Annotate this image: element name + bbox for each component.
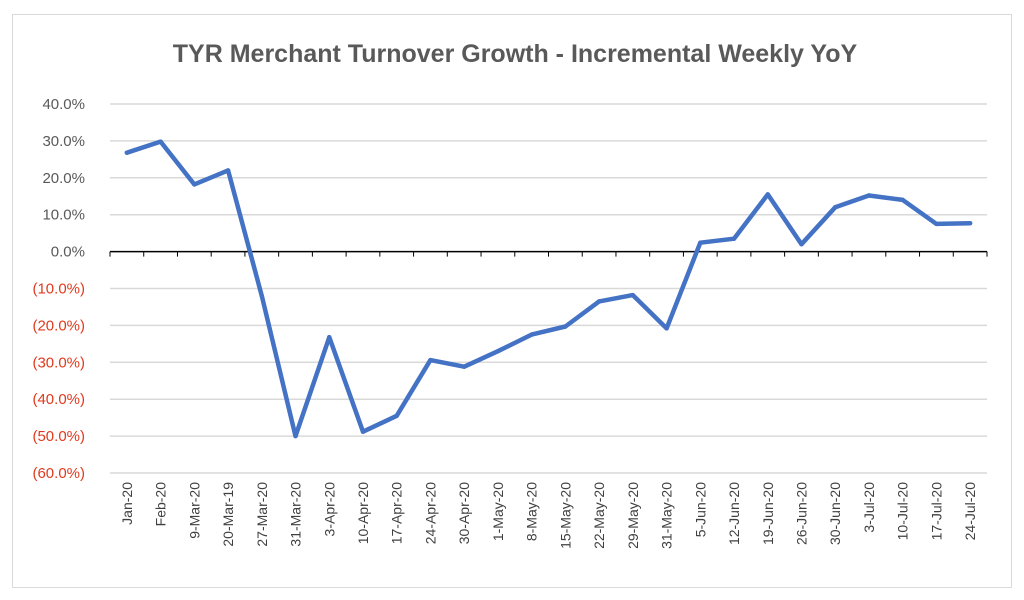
data-point <box>124 150 130 155</box>
x-tick-label: 17-Apr-20 <box>389 482 405 544</box>
data-point <box>192 182 197 187</box>
x-tick-label: 1-May-20 <box>490 482 506 541</box>
y-tick-label: (10.0%) <box>32 281 85 298</box>
x-tick-label: 27-Mar-20 <box>254 482 270 547</box>
y-tick-label: 0.0% <box>51 244 85 261</box>
data-point <box>967 220 973 226</box>
data-point <box>529 332 534 337</box>
x-tick-label: 31-May-20 <box>659 482 675 549</box>
data-point <box>495 349 501 354</box>
data-point <box>731 236 737 241</box>
x-tick-label: 17-Jul-20 <box>928 482 944 541</box>
x-tick-label: 3-Apr-20 <box>321 482 337 537</box>
gridlines <box>110 103 987 474</box>
x-axis <box>109 250 988 257</box>
data-point <box>765 192 770 197</box>
x-tick-label: 3-Jul-20 <box>861 482 877 533</box>
data-point <box>327 335 332 340</box>
y-tick-label: (20.0%) <box>32 317 85 334</box>
x-tick-label: 9-Mar-20 <box>186 482 202 539</box>
chart-title: TYR Merchant Turnover Growth - Increment… <box>173 40 858 68</box>
data-point <box>900 197 905 203</box>
x-tick-label: 20-Mar-19 <box>220 482 236 547</box>
data-point <box>259 293 264 299</box>
x-tick-label: Feb-20 <box>153 482 169 527</box>
x-axis-ticks: Jan-20 Feb-20 9-Mar-20 20-Mar-19 27-Mar-20 31… <box>119 482 978 549</box>
x-tick-label: 30-Jun-20 <box>827 482 843 545</box>
data-point <box>461 364 467 369</box>
y-tick-label: (30.0%) <box>32 354 85 371</box>
data-point <box>158 139 163 144</box>
x-tick-label: Jan-20 <box>119 482 135 525</box>
x-tick-label: 24-Apr-20 <box>422 482 438 544</box>
data-point <box>833 205 838 210</box>
data-point <box>596 299 602 304</box>
chart-frame <box>12 14 1012 588</box>
data-point <box>225 168 231 173</box>
data-point <box>428 357 433 363</box>
x-tick-label: 22-May-20 <box>591 482 607 549</box>
x-tick-label: 30-Apr-20 <box>456 482 472 544</box>
series-line <box>124 139 973 439</box>
y-tick-label: 10.0% <box>42 207 85 224</box>
data-point <box>563 324 568 329</box>
y-tick-label: 40.0% <box>42 96 85 113</box>
series-turnover-growth <box>124 139 973 439</box>
y-tick-label: (50.0%) <box>32 428 85 445</box>
x-tick-label: 26-Jun-20 <box>793 482 809 545</box>
y-tick-label: (60.0%) <box>32 465 85 482</box>
x-tick-label: 29-May-20 <box>625 482 641 549</box>
x-tick-label: 15-May-20 <box>557 482 573 549</box>
x-tick-label: 8-May-20 <box>524 482 540 541</box>
data-point <box>866 193 872 198</box>
data-point <box>799 242 804 247</box>
x-tick-label: 5-Jun-20 <box>692 482 708 537</box>
x-tick-label: 10-Apr-20 <box>355 482 371 544</box>
data-point <box>934 221 939 227</box>
data-point <box>293 433 298 439</box>
y-axis-ticks: 40.0% 30.0% 20.0% 10.0% 0.0% (10.0%) (20.0%) (3… <box>32 96 85 482</box>
y-tick-label: 20.0% <box>42 170 85 187</box>
x-tick-label: 12-Jun-20 <box>726 482 742 545</box>
x-tick-label: 19-Jun-20 <box>760 482 776 545</box>
data-point <box>698 240 703 245</box>
x-tick-label: 31-Mar-20 <box>288 482 304 547</box>
data-point <box>360 429 366 434</box>
data-point <box>664 326 669 331</box>
x-tick-label: 24-Jul-20 <box>962 482 978 541</box>
y-tick-label: (40.0%) <box>32 391 85 408</box>
data-point <box>394 413 399 419</box>
y-tick-label: 30.0% <box>42 133 85 150</box>
x-tick-label: 10-Jul-20 <box>895 482 911 541</box>
data-point <box>630 292 636 298</box>
